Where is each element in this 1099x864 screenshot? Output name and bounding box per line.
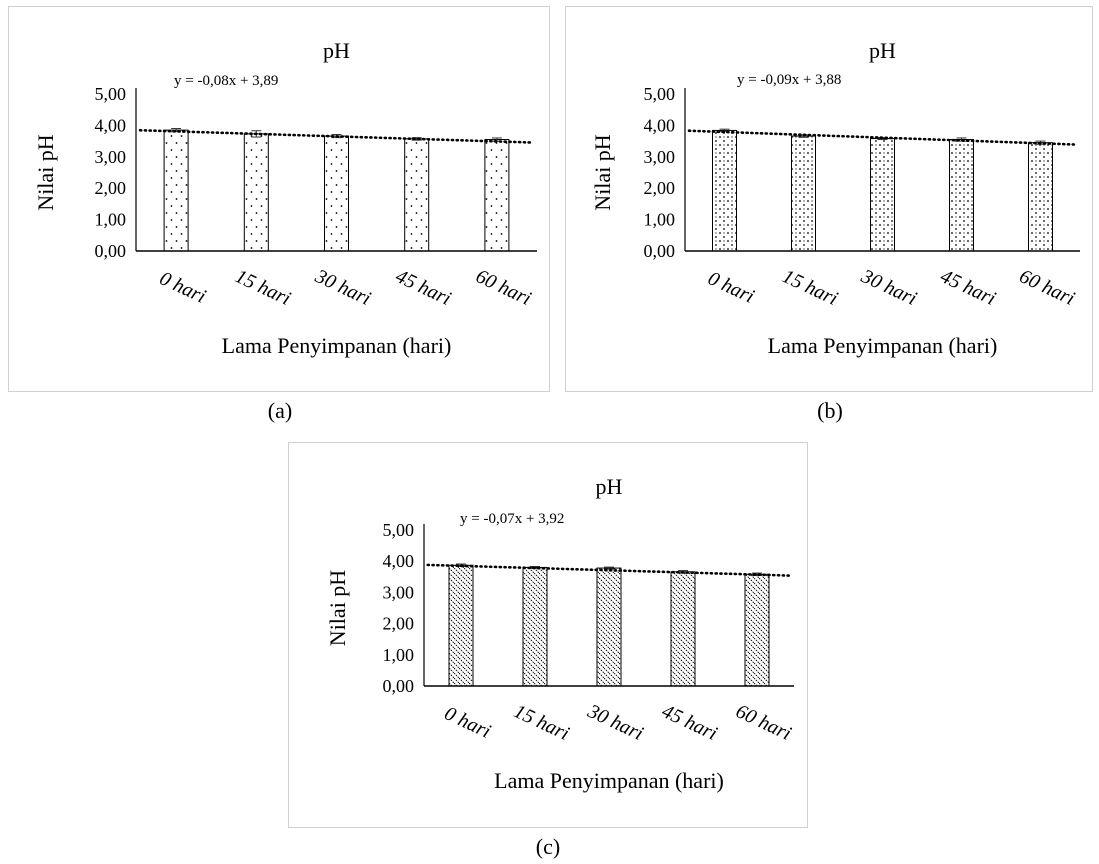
x-tick-label: 60 hari [732,700,794,745]
x-tick-label: 15 hari [510,700,572,745]
x-tick-label: 60 hari [1016,265,1078,310]
bar [1028,142,1053,252]
x-axis-label: Lama Penyimpanan (hari) [222,333,452,358]
x-tick-label: 0 hari [156,267,209,307]
y-axis-label: Nilai pH [325,570,350,646]
x-axis-label: Lama Penyimpanan (hari) [768,333,998,358]
bar [163,129,189,252]
trendline-equation: y = -0,08x + 3,89 [174,73,278,89]
y-tick-label: 3,00 [383,582,415,602]
chart-a-svg: pH 0,00 1,00 2,00 3,00 4,00 5,00 Nilai pH y = -0… [33,38,537,358]
bar [404,138,430,252]
panel-caption-b: (b) [817,398,843,423]
panel-caption-c: (c) [535,834,561,859]
trendline [687,129,1078,146]
chart-panel-c: pH 0,00 1,00 2,00 3,00 4,00 5,00 Nilai pH y = -0… [288,442,808,828]
x-tick-label: 60 hari [472,265,534,310]
bar [448,564,474,687]
bar [791,135,816,252]
trendline [138,128,535,144]
x-axis-label: Lama Penyimpanan (hari) [494,768,724,793]
y-tick-label: 5,00 [95,84,127,104]
x-tick-label: 30 hari [311,265,374,310]
chart-title: pH [323,38,350,63]
y-tick-label: 1,00 [95,210,127,230]
bar [324,135,349,252]
bar [712,129,737,252]
x-tick-label: 45 hari [937,265,999,310]
x-tick-label: 15 hari [232,265,294,310]
chart-title: pH [869,38,896,63]
chart-title: pH [596,474,623,499]
y-axis-label: Nilai pH [33,134,58,210]
bar [522,566,548,687]
y-tick-label: 2,00 [383,614,415,634]
y-tick-label: 4,00 [644,115,676,135]
trendline-equation: y = -0,07x + 3,92 [460,511,564,527]
trendline-equation: y = -0,09x + 3,88 [737,72,841,88]
bar [870,138,895,252]
panel-caption-a: (a) [267,398,293,423]
x-tick-label: 30 hari [584,700,647,745]
chart-panel-a: pH 0,00 1,00 2,00 3,00 4,00 5,00 Nilai pH y = -0… [8,6,550,392]
y-tick-label: 2,00 [644,178,676,198]
chart-c-svg: pH 0,00 1,00 2,00 3,00 4,00 5,00 Nilai pH y = -0… [325,474,795,793]
x-tick-label: 45 hari [392,265,454,310]
bar [744,573,770,687]
chart-b-svg: pH 0,00 1,00 2,00 3,00 4,00 5,00 Nilai pH y = -0… [590,38,1080,358]
bar [484,139,510,252]
bar [596,567,622,687]
y-tick-label: 4,00 [95,115,127,135]
bar [670,571,696,687]
bar [949,139,974,252]
trendline [426,563,792,577]
y-tick-label: 0,00 [383,676,415,696]
bar [243,133,269,252]
x-tick-label: 0 hari [704,267,757,307]
y-tick-label: 3,00 [644,147,676,167]
x-tick-label: 30 hari [857,265,920,310]
y-tick-label: 4,00 [383,551,415,571]
y-tick-label: 0,00 [644,241,676,261]
y-tick-label: 1,00 [383,645,415,665]
y-tick-label: 5,00 [644,84,676,104]
x-tick-label: 0 hari [441,702,494,742]
chart-panel-b: pH 0,00 1,00 2,00 3,00 4,00 5,00 Nilai pH y = -0… [565,6,1093,392]
y-tick-label: 5,00 [383,520,415,540]
y-tick-label: 1,00 [644,210,676,230]
y-tick-label: 3,00 [95,147,127,167]
y-tick-label: 0,00 [95,241,127,261]
x-tick-label: 45 hari [658,700,720,745]
y-tick-label: 2,00 [95,178,127,198]
x-tick-label: 15 hari [779,265,841,310]
y-axis-label: Nilai pH [590,134,615,210]
